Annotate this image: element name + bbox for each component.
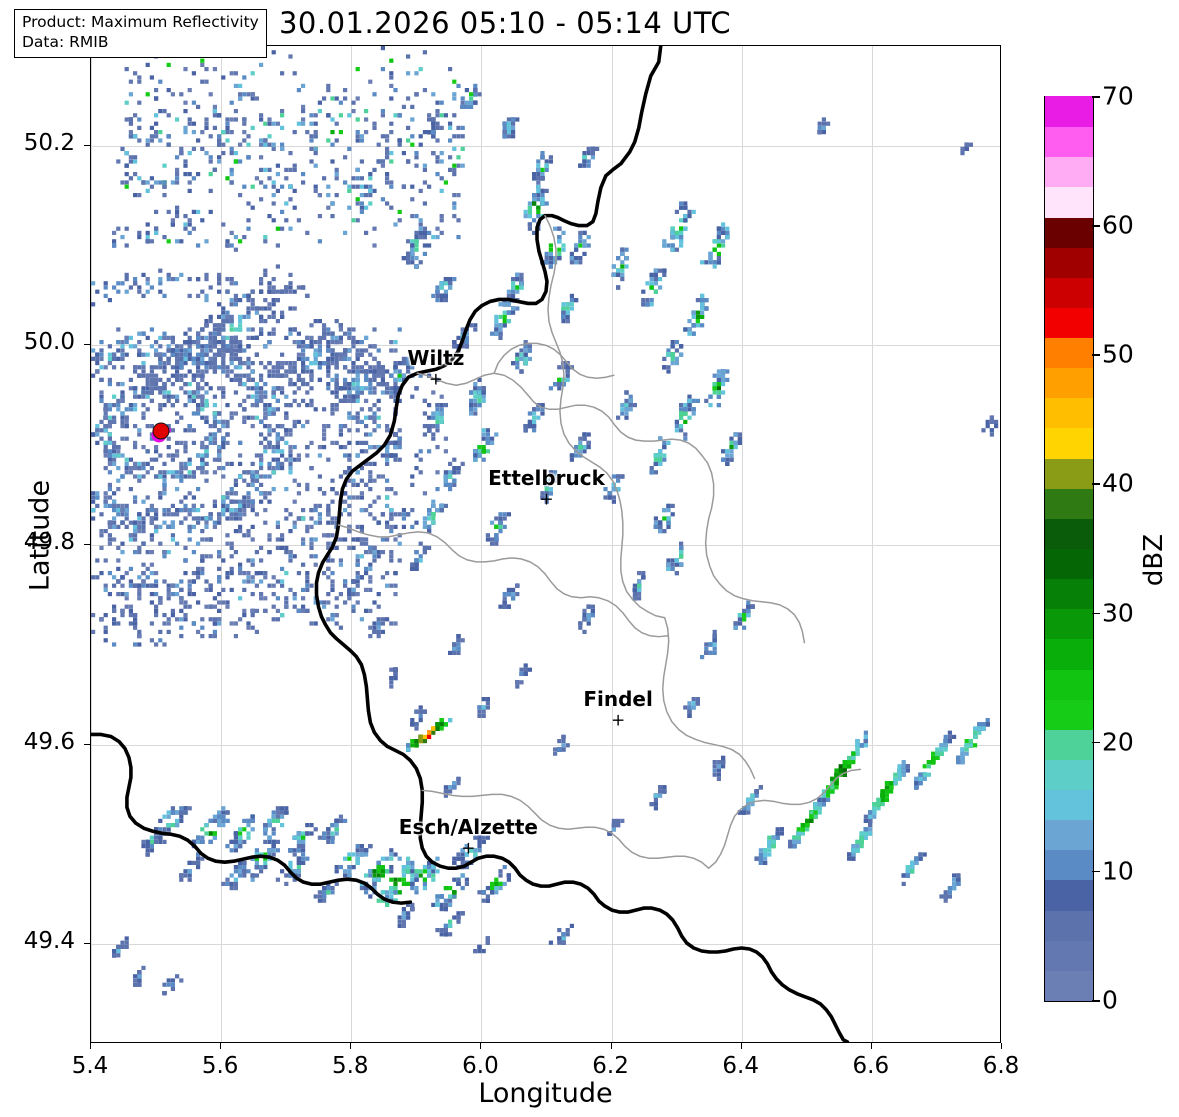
x-tick — [90, 1043, 91, 1049]
colorbar-segment — [1045, 699, 1093, 730]
y-tick-label: 49.6 — [23, 728, 75, 755]
colorbar-tick-label: 30 — [1102, 598, 1134, 628]
colorbar-segment — [1045, 488, 1093, 519]
x-tick-label: 6.0 — [462, 1053, 499, 1079]
colorbar-tick — [1092, 1000, 1100, 1002]
y-tick-label: 50.2 — [23, 129, 75, 156]
x-tick — [480, 1043, 482, 1049]
x-axis-title: Longitude — [478, 1078, 613, 1109]
plot-inner: Wiltz + Ettelbruck + Findel + Esch/Alzette + — [91, 46, 1000, 1042]
x-tick-label: 6.8 — [982, 1053, 1020, 1079]
colorbar-segment — [1045, 156, 1093, 188]
city-cross-icon: + — [428, 369, 443, 390]
colorbar-segment — [1045, 458, 1093, 489]
colorbar-segment — [1045, 427, 1093, 459]
product-line: Product: Maximum Reflectivity — [22, 13, 259, 31]
y-tick-label: 49.8 — [23, 529, 75, 555]
x-tick-label: 6.4 — [722, 1053, 759, 1079]
colorbar-segment — [1045, 789, 1093, 821]
colorbar-tick — [1092, 483, 1100, 485]
data-source-line: Data: RMIB — [22, 32, 109, 51]
colorbar-segment — [1045, 548, 1093, 580]
x-tick-label: 5.8 — [331, 1053, 369, 1079]
colorbar-segment — [1045, 277, 1093, 308]
colorbar-tick-label: 0 — [1102, 985, 1118, 1015]
y-tick-label: 50.0 — [23, 329, 75, 356]
colorbar-segment — [1045, 638, 1093, 670]
x-tick — [350, 1043, 352, 1049]
city-cross-icon: + — [461, 838, 476, 859]
colorbar-segment — [1045, 608, 1093, 640]
product-info-box: Product: Maximum Reflectivity Data: RMIB — [14, 9, 267, 58]
x-tick — [220, 1043, 222, 1049]
colorbar-tick — [1092, 741, 1100, 744]
colorbar-title: dBZ — [1139, 533, 1170, 587]
colorbar-tick-label: 10 — [1102, 856, 1134, 886]
radar-map-plot: Wiltz + Ettelbruck + Findel + Esch/Alzette + — [90, 45, 1001, 1043]
colorbar-segment — [1045, 849, 1093, 881]
city-label: Wiltz — [407, 346, 465, 371]
radar-site-inner-dot — [152, 422, 170, 440]
colorbar-segment — [1045, 819, 1093, 851]
colorbar-tick-label: 60 — [1102, 210, 1134, 240]
colorbar — [1044, 96, 1094, 1002]
colorbar-segment — [1045, 247, 1093, 278]
city-label: Esch/Alzette — [398, 815, 539, 840]
colorbar-segment — [1045, 910, 1093, 941]
y-tick — [84, 344, 90, 346]
colorbar-segment — [1045, 668, 1093, 700]
y-tick — [84, 743, 90, 745]
radar-reflectivity-layer — [91, 46, 1000, 1042]
colorbar-segment — [1045, 940, 1093, 971]
y-tick — [84, 144, 90, 146]
colorbar-tick-label: 20 — [1102, 727, 1134, 757]
x-tick-label: 5.4 — [71, 1053, 109, 1079]
x-tick — [610, 1043, 612, 1049]
city-label: Ettelbruck — [488, 466, 605, 491]
x-tick-label: 5.6 — [201, 1053, 239, 1079]
colorbar-tick — [1092, 225, 1100, 227]
colorbar-segment — [1045, 307, 1093, 339]
colorbar-segment — [1045, 397, 1093, 429]
colorbar-segment — [1045, 759, 1093, 791]
page-title: 30.01.2026 05:10 - 05:14 UTC — [278, 6, 732, 40]
x-tick-label: 6.6 — [852, 1053, 890, 1079]
x-tick — [740, 1043, 742, 1049]
city-label: Findel — [583, 686, 653, 711]
colorbar-tick-label: 50 — [1102, 339, 1134, 369]
colorbar-segment — [1045, 337, 1093, 369]
y-tick — [84, 943, 90, 945]
colorbar-segment — [1045, 216, 1093, 248]
colorbar-segment — [1045, 518, 1093, 549]
colorbar-segment — [1045, 126, 1093, 158]
city-cross-icon: + — [539, 489, 554, 510]
colorbar-tick-label: 70 — [1102, 81, 1134, 111]
colorbar-segment — [1045, 186, 1093, 218]
colorbar-segment — [1045, 879, 1093, 911]
colorbar-tick-label: 40 — [1102, 468, 1134, 498]
colorbar-tick — [1092, 612, 1100, 615]
colorbar-segment — [1045, 578, 1093, 610]
colorbar-segment — [1045, 96, 1093, 128]
city-cross-icon: + — [610, 710, 626, 731]
y-tick-label: 49.4 — [23, 928, 75, 955]
colorbar-tick — [1092, 870, 1100, 873]
colorbar-segment — [1045, 729, 1093, 760]
x-tick-label: 6.2 — [592, 1053, 629, 1079]
x-tick — [870, 1043, 872, 1049]
colorbar-tick — [1092, 354, 1100, 356]
colorbar-segment — [1045, 367, 1093, 399]
y-tick — [84, 544, 90, 545]
colorbar-tick — [1092, 96, 1100, 98]
colorbar-segment — [1045, 970, 1093, 1001]
y-axis-title: Latitude — [24, 479, 56, 592]
x-tick — [1001, 1043, 1002, 1049]
